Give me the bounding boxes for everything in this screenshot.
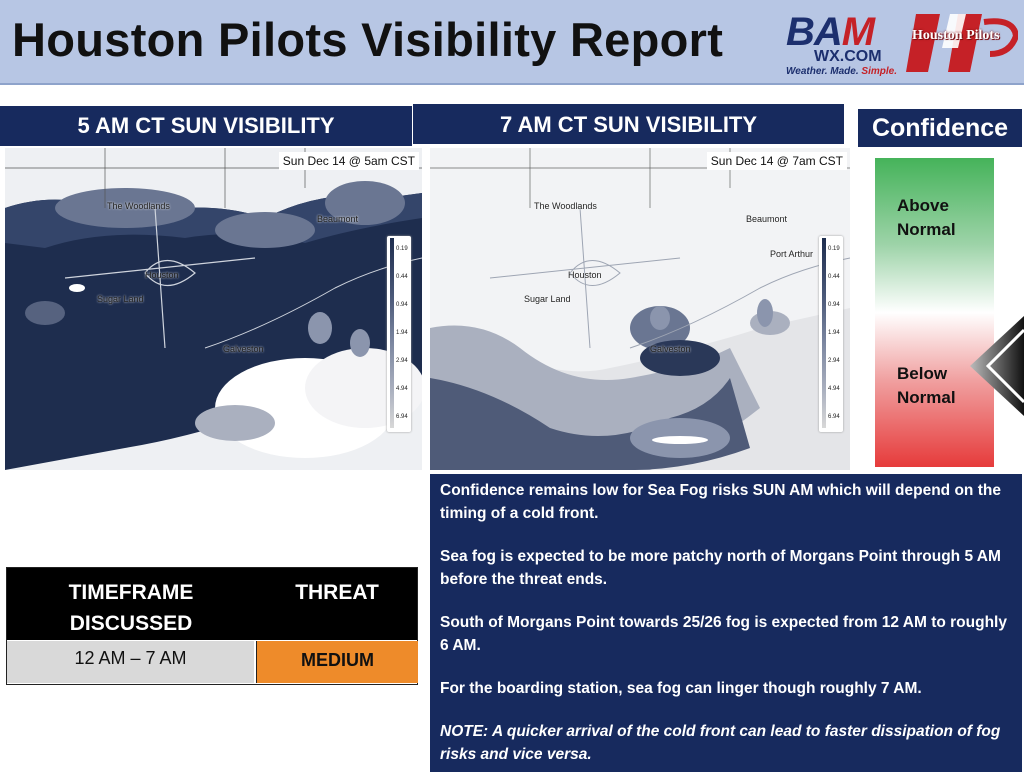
discussion-panel: Confidence remains low for Sea Fog risks… — [430, 474, 1022, 772]
map-timestamp: Sun Dec 14 @ 7am CST — [706, 152, 847, 170]
houston-pilots-logo: Houston Pilots — [906, 8, 1020, 78]
discussion-paragraph: Sea fog is expected to be more patchy no… — [440, 548, 1001, 588]
confidence-below-label: Below Normal — [897, 364, 956, 407]
threat-table: TIMEFRAME DISCUSSED THREAT 12 AM – 7 AM … — [6, 567, 418, 685]
confidence-above-label: Above Normal — [897, 196, 956, 239]
confidence-gauge: Above Normal Below Normal — [875, 158, 994, 467]
pilots-logo-text: Houston Pilots — [912, 28, 1000, 43]
fog-field-5am — [5, 148, 422, 470]
visibility-map-7am: Sun Dec 14 @ 7am CST The Woodlands Beaum… — [430, 148, 850, 470]
timeframe-header: TIMEFRAME DISCUSSED — [68, 581, 194, 635]
place-label: Galveston — [223, 344, 264, 354]
place-label: The Woodlands — [107, 201, 170, 211]
discussion-paragraph: For the boarding station, sea fog can li… — [440, 680, 922, 697]
place-label: Beaumont — [746, 214, 788, 224]
confidence-title: Confidence — [858, 109, 1022, 147]
discussion-paragraph: Confidence remains low for Sea Fog risks… — [440, 482, 1001, 522]
map-timestamp: Sun Dec 14 @ 5am CST — [278, 152, 419, 170]
threat-level-badge: MEDIUM — [256, 641, 418, 683]
right-map-title: 7 AM CT SUN VISIBILITY — [413, 104, 844, 144]
visibility-map-5am: Sun Dec 14 @ 5am CST The Woodlands Beaum… — [5, 148, 422, 470]
place-label: The Woodlands — [534, 201, 597, 211]
page-title: Houston Pilots Visibility Report — [12, 13, 724, 66]
place-label: Sugar Land — [524, 294, 571, 304]
place-label: Beaumont — [317, 214, 359, 224]
discussion-paragraph: South of Morgans Point towards 25/26 fog… — [440, 614, 1007, 654]
bam-logo: BAM WX.COM Weather. Made. Simple. — [786, 10, 897, 77]
discussion-note: NOTE: A quicker arrival of the cold fron… — [440, 723, 1001, 763]
visibility-scale: 0.19 0.44 0.94 1.94 2.94 4.94 6.94 — [387, 236, 411, 432]
fog-field-7am — [430, 148, 850, 470]
timeframe-cell: 12 AM – 7 AM — [7, 641, 254, 683]
confidence-pointer-icon — [970, 316, 1024, 416]
left-map-title: 5 AM CT SUN VISIBILITY — [0, 106, 412, 146]
threat-table-header: TIMEFRAME DISCUSSED THREAT — [7, 568, 417, 640]
place-label: Houston — [568, 270, 602, 280]
place-label: Sugar Land — [97, 294, 144, 304]
place-label: Port Arthur — [770, 249, 814, 259]
place-label: Houston — [145, 270, 179, 280]
header: Houston Pilots Visibility Report BAM WX.… — [0, 0, 1024, 85]
place-label: Galveston — [650, 344, 691, 354]
visibility-scale: 0.19 0.44 0.94 1.94 2.94 4.94 6.94 — [819, 236, 843, 432]
threat-header: THREAT — [295, 581, 379, 604]
